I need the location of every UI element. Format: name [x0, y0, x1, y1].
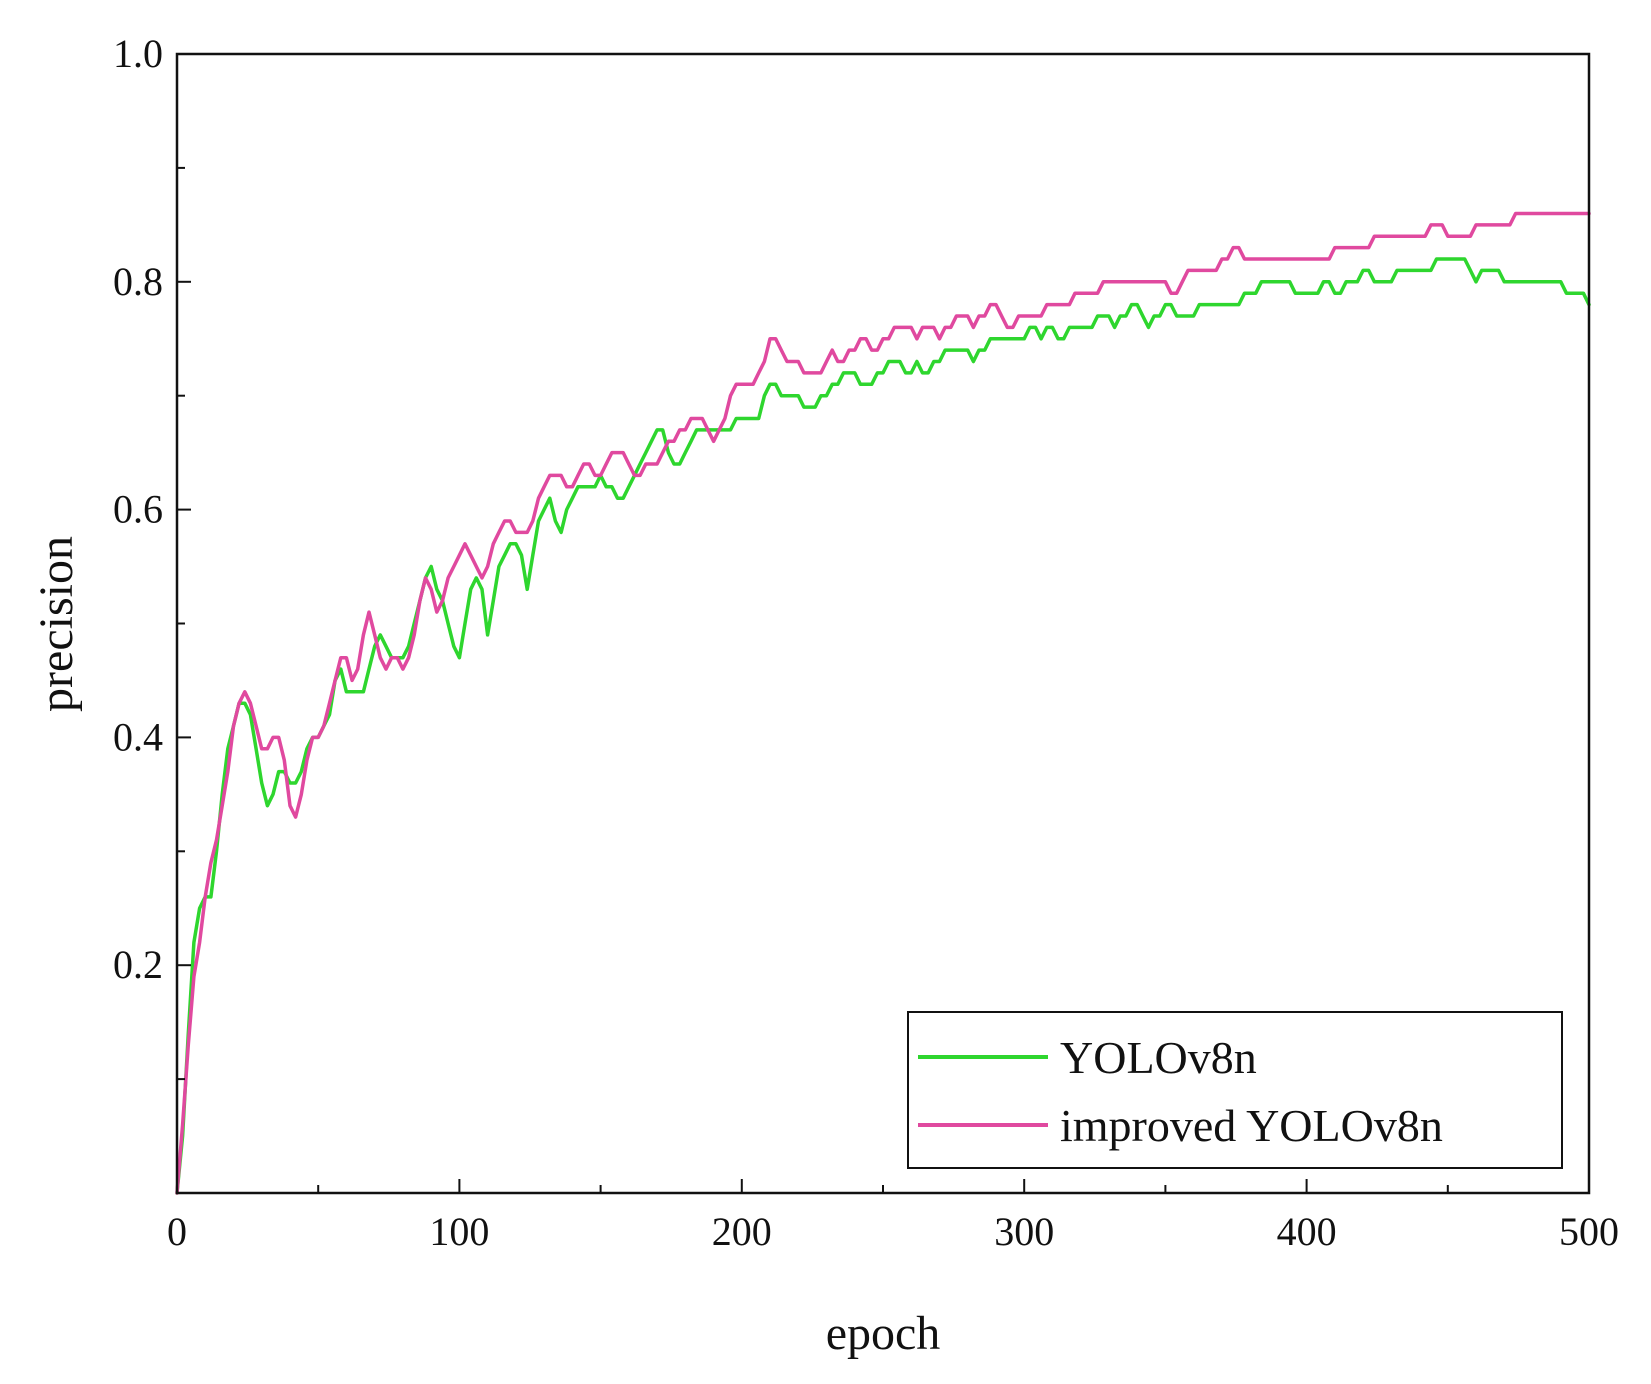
- y-tick-label: 1.0: [113, 31, 163, 76]
- y-tick-label: 0.2: [113, 942, 163, 987]
- x-axis-title: epoch: [826, 1307, 941, 1360]
- series-line-0: [175, 257, 1591, 1195]
- series-line-1: [175, 211, 1591, 1195]
- y-tick-label: 0.6: [113, 487, 163, 532]
- x-tick-label: 0: [167, 1209, 187, 1254]
- legend-label-1: improved YOLOv8n: [1060, 1100, 1443, 1151]
- legend: YOLOv8n improved YOLOv8n: [907, 1011, 1563, 1169]
- x-tick-label: 200: [712, 1209, 772, 1254]
- y-tick-label: 0.4: [113, 714, 163, 759]
- plot-area: [175, 211, 1591, 1195]
- x-tick-label: 100: [429, 1209, 489, 1254]
- y-tick-label: 0.8: [113, 259, 163, 304]
- x-tick-label: 300: [994, 1209, 1054, 1254]
- axes: 0 100 200 300 400 500 0.2 0.4 0.6 0.8 1.0: [113, 31, 1619, 1254]
- legend-box: [907, 1011, 1563, 1169]
- y-axis-title: precision: [30, 536, 83, 712]
- x-tick-label: 500: [1559, 1209, 1619, 1254]
- legend-label-0: YOLOv8n: [1060, 1032, 1257, 1083]
- x-tick-label: 400: [1277, 1209, 1337, 1254]
